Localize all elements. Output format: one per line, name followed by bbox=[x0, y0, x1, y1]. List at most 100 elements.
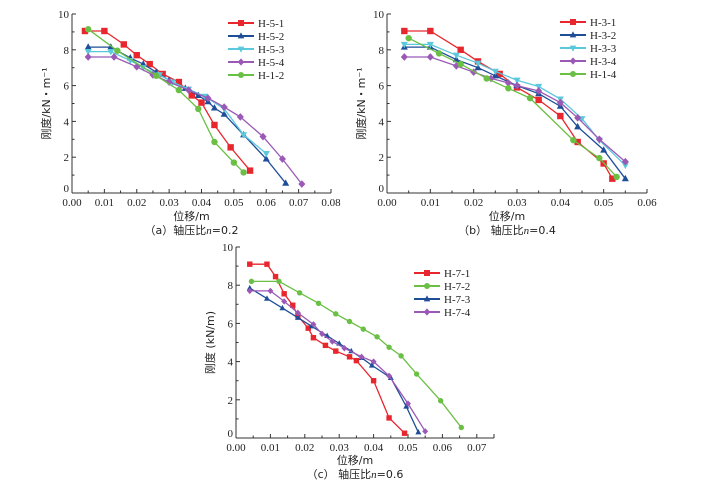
legend-item: H-7-4 bbox=[414, 307, 471, 319]
caption-variable: n bbox=[206, 225, 212, 237]
data-point bbox=[149, 71, 157, 79]
x-tick-label: 0.03 bbox=[330, 442, 350, 454]
data-point bbox=[188, 92, 195, 99]
x-tick-label: 0.01 bbox=[421, 197, 440, 209]
data-point bbox=[165, 78, 173, 86]
series-H-7-3 bbox=[246, 284, 422, 435]
series-line bbox=[249, 287, 419, 433]
data-point bbox=[526, 94, 534, 102]
data-point bbox=[535, 96, 542, 104]
data-point bbox=[487, 74, 495, 83]
data-point bbox=[415, 429, 422, 435]
data-point bbox=[513, 81, 521, 90]
data-point bbox=[401, 430, 408, 436]
y-tick-label: 8 bbox=[64, 45, 70, 57]
data-point bbox=[353, 357, 360, 364]
series-line bbox=[85, 30, 251, 172]
legend-marker bbox=[423, 308, 431, 316]
data-point bbox=[159, 70, 166, 78]
legend-item: H-5-2 bbox=[228, 31, 284, 43]
legend-item: H-1-2 bbox=[228, 70, 284, 82]
chart-c-axial-ratio-0.6: 0.00 0.01 0.02 0.03 0.04 0.05 0.06 0.07 0 2 4 6 8 10 位… bbox=[203, 242, 495, 481]
legend-marker bbox=[570, 71, 576, 77]
data-point bbox=[452, 52, 460, 60]
data-point bbox=[248, 278, 255, 285]
data-point bbox=[368, 362, 375, 368]
legend-label: H-5-1 bbox=[258, 18, 284, 30]
data-point bbox=[458, 424, 465, 431]
data-point bbox=[146, 60, 153, 68]
x-tick-label: 0.04 bbox=[364, 442, 384, 454]
series-H-7-2 bbox=[248, 278, 465, 431]
data-point bbox=[247, 261, 253, 267]
legend-label: H-5-2 bbox=[258, 31, 284, 43]
y-tick-label: 6 bbox=[379, 81, 385, 93]
data-point bbox=[230, 159, 238, 166]
data-point bbox=[426, 41, 434, 49]
series-line bbox=[404, 30, 613, 180]
data-point bbox=[84, 49, 92, 56]
y-tick-label: 2 bbox=[379, 152, 385, 164]
series-H-1-4 bbox=[405, 34, 620, 181]
x-tick-label: 0.04 bbox=[551, 197, 571, 209]
data-point bbox=[220, 110, 228, 117]
series-line bbox=[88, 56, 303, 185]
data-point bbox=[405, 34, 412, 42]
y-tick-label: 2 bbox=[228, 395, 234, 407]
legend-item: H-3-2 bbox=[560, 30, 616, 42]
data-point bbox=[290, 302, 296, 308]
data-point bbox=[401, 27, 408, 35]
data-point bbox=[133, 62, 141, 71]
data-point bbox=[278, 155, 286, 163]
legend-item: H-7-3 bbox=[414, 294, 471, 306]
data-point bbox=[240, 132, 248, 139]
y-axis-title: 刚度 (kN/m) bbox=[203, 311, 217, 374]
x-tick-label: 0.00 bbox=[226, 442, 246, 454]
data-point bbox=[264, 261, 270, 267]
data-point bbox=[276, 278, 282, 285]
data-point bbox=[310, 321, 317, 328]
y-axis-title: 刚度/kN・m⁻¹ bbox=[354, 67, 368, 139]
series-H-3-4 bbox=[400, 53, 629, 166]
data-point bbox=[220, 103, 228, 111]
legend-item: H-7-1 bbox=[414, 268, 470, 280]
data-point bbox=[600, 146, 608, 153]
data-point bbox=[236, 113, 244, 121]
data-point bbox=[262, 151, 270, 158]
data-point bbox=[370, 358, 377, 365]
data-point bbox=[556, 98, 564, 107]
data-point bbox=[405, 400, 411, 407]
data-point bbox=[204, 94, 212, 102]
data-point bbox=[329, 338, 336, 345]
data-point bbox=[370, 378, 377, 384]
data-point bbox=[152, 72, 160, 79]
data-point bbox=[621, 157, 629, 166]
x-axis-title: 位移/m bbox=[489, 209, 525, 223]
legend-label: H-5-3 bbox=[258, 44, 285, 56]
x-tick-label: 0.08 bbox=[321, 197, 341, 209]
legend-marker bbox=[238, 20, 244, 26]
data-point bbox=[263, 295, 270, 301]
data-point bbox=[346, 354, 353, 360]
data-point bbox=[374, 334, 380, 340]
data-point bbox=[435, 50, 443, 57]
y-tick-label: 10 bbox=[222, 242, 234, 254]
data-point bbox=[195, 105, 202, 113]
chart-caption: （a）轴压比n=0.2 bbox=[145, 223, 239, 237]
data-point bbox=[282, 179, 290, 186]
data-point bbox=[595, 135, 603, 144]
legend-marker bbox=[570, 19, 576, 25]
data-point bbox=[596, 154, 603, 162]
legend-marker bbox=[569, 31, 577, 38]
data-point bbox=[319, 330, 325, 338]
caption-prefix: （a）轴压比 bbox=[145, 223, 207, 237]
caption-prefix: （b） 轴压比 bbox=[458, 223, 523, 237]
chart-b-axial-ratio-0.4: 0.00 0.01 0.02 0.03 0.04 0.05 0.06 0 2 4 6 8 10 位移/m 刚… bbox=[354, 9, 657, 237]
caption-variable: n bbox=[524, 225, 530, 237]
data-point bbox=[279, 304, 286, 311]
data-point bbox=[360, 326, 366, 332]
x-tick-label: 0.03 bbox=[160, 197, 180, 209]
series-line bbox=[88, 50, 267, 155]
legend-marker bbox=[424, 283, 430, 289]
x-tick-label: 0.01 bbox=[261, 442, 280, 454]
